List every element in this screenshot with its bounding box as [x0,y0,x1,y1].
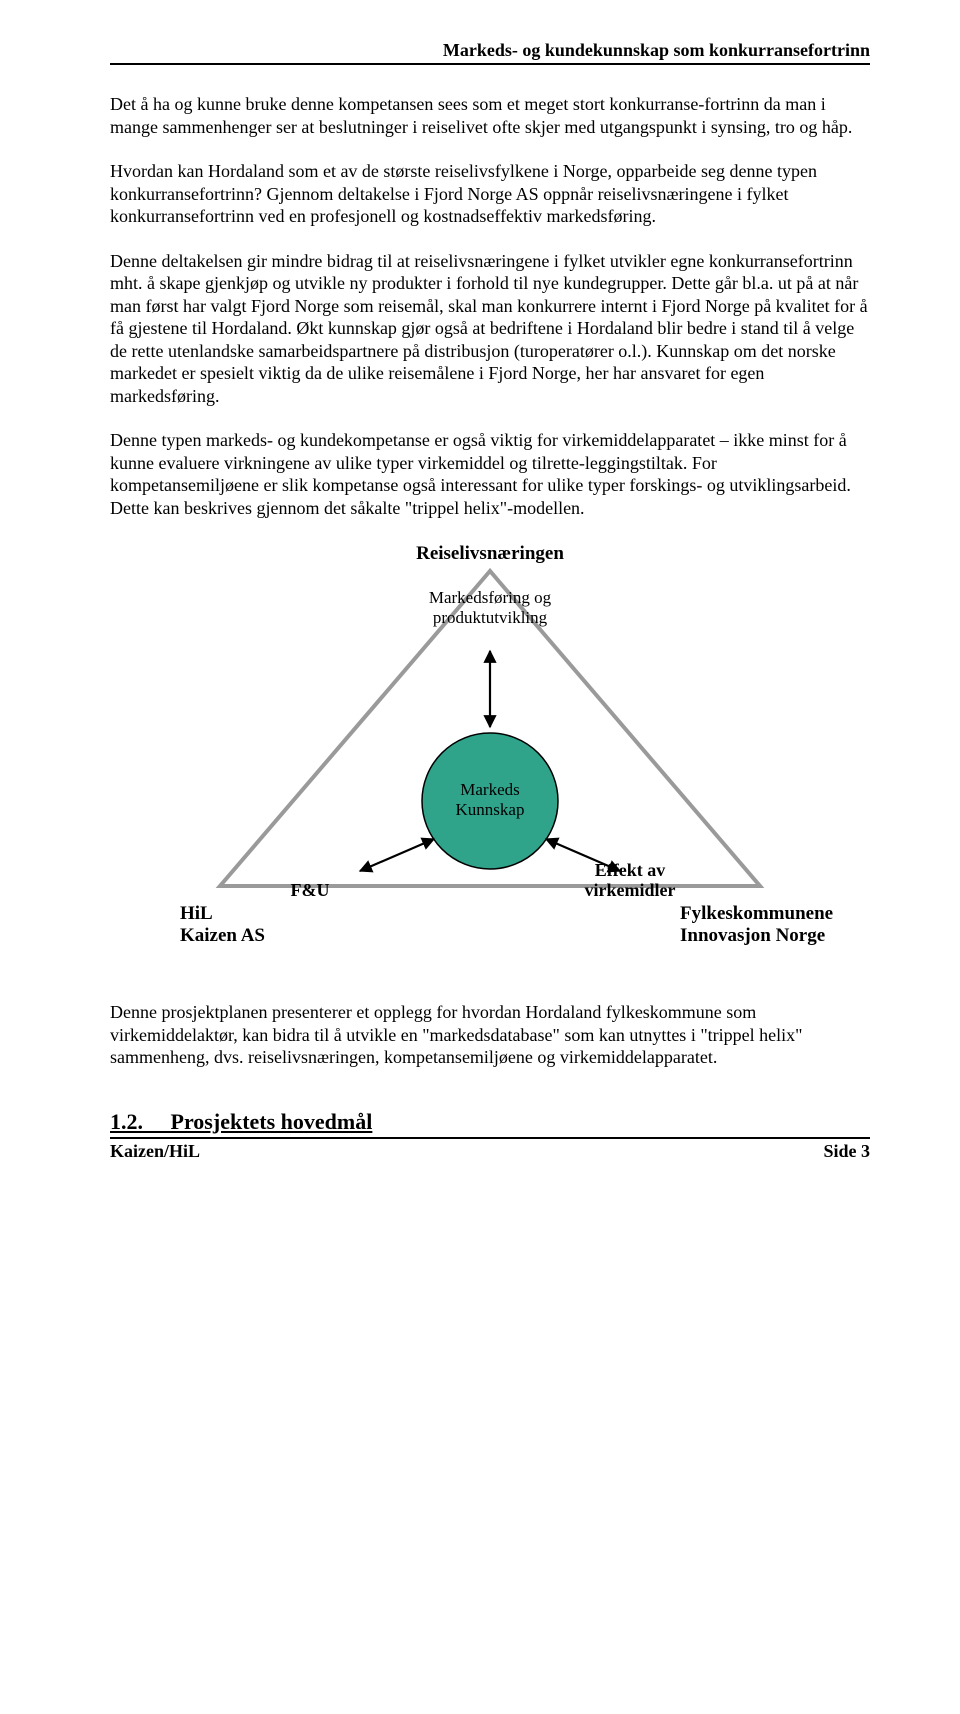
section-title: Prosjektets hovedmål [171,1109,373,1134]
paragraph-4: Denne typen markeds- og kundekompetanse … [110,429,870,519]
triple-helix-diagram: Reiselivsnæringen Markedsføring ogprodukt… [110,541,870,971]
svg-text:virkemidler: virkemidler [585,880,676,900]
paragraph-5: Denne prosjektplanen presenterer et oppl… [110,1001,870,1069]
header-title: Markeds- og kundekunnskap som konkurrans… [443,40,870,60]
section-number: 1.2. [110,1109,143,1134]
paragraph-2: Hvordan kan Hordaland som et av de størs… [110,160,870,228]
diagram-svg: Reiselivsnæringen Markedsføring ogprodukt… [140,541,840,971]
svg-text:Fylkeskommunene: Fylkeskommunene [680,903,833,924]
svg-text:Markedsføring og: Markedsføring og [429,588,552,607]
svg-text:Effekt av: Effekt av [595,860,666,880]
paragraph-1: Det å ha og kunne bruke denne kompetanse… [110,93,870,138]
svg-text:produktutvikling: produktutvikling [433,608,548,627]
footer-left: Kaizen/HiL [110,1141,200,1162]
paragraph-3: Denne deltakelsen gir mindre bidrag til … [110,250,870,408]
page-footer: Kaizen/HiL Side 3 [110,1137,870,1162]
svg-text:Innovasjon Norge: Innovasjon Norge [680,925,825,946]
page-header: Markeds- og kundekunnskap som konkurrans… [110,40,870,65]
svg-text:Reiselivsnæringen: Reiselivsnæringen [416,543,564,564]
footer-right: Side 3 [823,1141,870,1162]
section-heading: 1.2. Prosjektets hovedmål [110,1109,870,1135]
svg-text:Kaizen AS: Kaizen AS [180,925,265,946]
svg-text:Markeds: Markeds [460,780,519,799]
page: Markeds- og kundekunnskap som konkurrans… [0,0,960,1192]
svg-text:HiL: HiL [180,903,213,924]
svg-text:F&U: F&U [291,880,330,900]
svg-text:Kunnskap: Kunnskap [456,800,525,819]
